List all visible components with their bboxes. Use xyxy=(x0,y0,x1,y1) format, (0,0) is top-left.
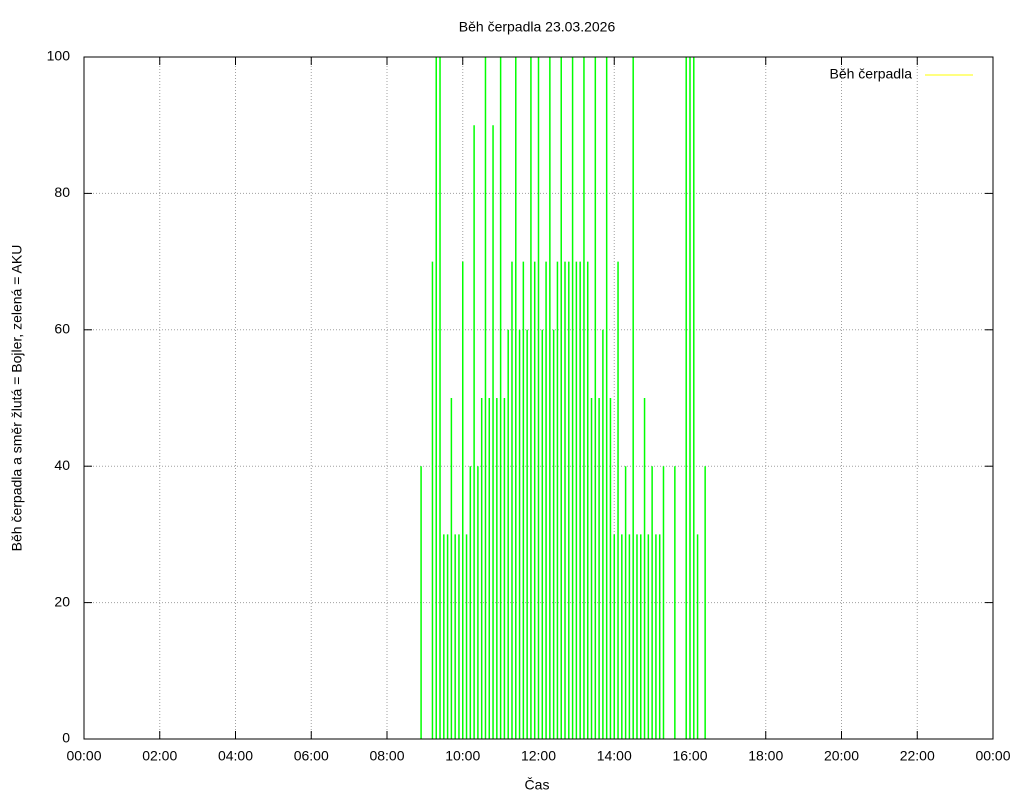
y-axis-label: Běh čerpadla a směr žlutá = Bojler, zele… xyxy=(9,245,25,552)
x-tick-label: 06:00 xyxy=(294,748,329,764)
legend-label: Běh čerpadla xyxy=(829,66,912,82)
x-tick-label: 16:00 xyxy=(672,748,707,764)
y-tick-label: 0 xyxy=(62,730,70,746)
x-tick-label: 20:00 xyxy=(824,748,859,764)
x-tick-label: 18:00 xyxy=(748,748,783,764)
x-axis-label: Čas xyxy=(525,777,550,793)
y-tick-label: 100 xyxy=(47,48,71,64)
x-tick-label: 00:00 xyxy=(975,748,1010,764)
y-tick-label: 40 xyxy=(54,457,70,473)
x-tick-label: 12:00 xyxy=(521,748,556,764)
y-tick-label: 60 xyxy=(54,321,70,337)
x-tick-label: 00:00 xyxy=(66,748,101,764)
x-tick-label: 04:00 xyxy=(218,748,253,764)
x-tick-label: 22:00 xyxy=(900,748,935,764)
x-tick-label: 02:00 xyxy=(142,748,177,764)
y-tick-label: 80 xyxy=(54,184,70,200)
chart-title: Běh čerpadla 23.03.2026 xyxy=(459,19,616,35)
y-tick-label: 20 xyxy=(54,593,70,609)
x-tick-label: 08:00 xyxy=(369,748,404,764)
x-tick-label: 10:00 xyxy=(445,748,480,764)
x-tick-label: 14:00 xyxy=(597,748,632,764)
plot-frame xyxy=(83,56,994,740)
